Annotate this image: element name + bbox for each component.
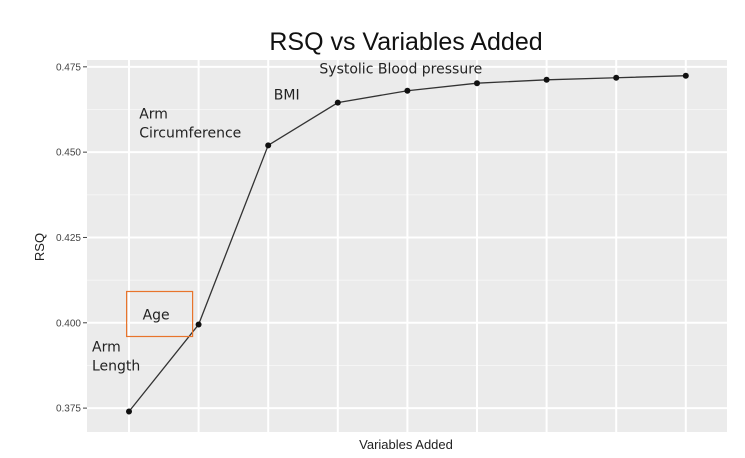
y-tick-label: 0.425 — [56, 233, 81, 244]
y-tick-label: 0.375 — [56, 404, 81, 415]
series-rsq — [126, 72, 689, 415]
annotation-arm-circumference: Arm — [139, 106, 168, 122]
x-axis-label: Variables Added — [359, 437, 453, 452]
annotation-systolic-bp: Systolic Blood pressure — [319, 62, 482, 78]
data-point — [195, 321, 202, 328]
data-point — [613, 74, 620, 81]
data-point — [126, 408, 132, 415]
gridlines — [87, 60, 727, 432]
annotation-bmi: BMI — [274, 88, 300, 104]
y-tick-label: 0.450 — [56, 148, 81, 159]
annotation-age: Age — [143, 307, 170, 323]
data-point — [334, 99, 341, 106]
y-tick-label: 0.400 — [56, 318, 81, 329]
y-tick-label: 0.475 — [56, 62, 81, 73]
data-point — [404, 87, 411, 94]
annotation-box — [125, 290, 194, 338]
data-point — [543, 76, 550, 83]
y-axis-ticks: 0.375 0.400 0.425 0.450 0.475 — [56, 62, 87, 415]
data-point — [265, 142, 272, 149]
annotations: Arm Length Age Arm Circumference BMI Systolic … — [92, 62, 482, 375]
annotation-arm-length: Length — [92, 359, 140, 375]
data-point — [682, 72, 689, 79]
annotation-arm-length: Arm — [92, 340, 121, 356]
y-axis-label: RSQ — [32, 233, 47, 261]
data-point — [474, 80, 480, 87]
chart-title: RSQ vs Variables Added — [269, 28, 542, 56]
annotation-arm-circumference: Circumference — [139, 125, 241, 141]
